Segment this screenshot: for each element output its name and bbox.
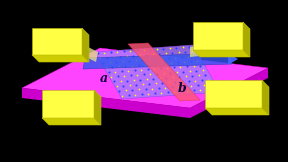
Polygon shape <box>128 43 200 101</box>
Polygon shape <box>83 53 232 69</box>
Polygon shape <box>193 50 250 57</box>
Polygon shape <box>95 45 220 99</box>
Polygon shape <box>32 55 89 62</box>
Polygon shape <box>228 53 238 65</box>
Polygon shape <box>22 68 268 118</box>
Polygon shape <box>32 28 82 55</box>
Polygon shape <box>76 42 98 62</box>
Text: a: a <box>100 72 108 85</box>
Polygon shape <box>243 22 250 57</box>
Text: b: b <box>178 82 187 95</box>
Polygon shape <box>42 118 101 125</box>
Polygon shape <box>94 90 101 125</box>
Polygon shape <box>42 90 94 118</box>
Polygon shape <box>205 108 269 115</box>
Polygon shape <box>262 80 269 115</box>
Polygon shape <box>193 22 243 50</box>
Polygon shape <box>205 80 262 108</box>
Polygon shape <box>22 48 268 108</box>
Polygon shape <box>190 42 242 57</box>
Polygon shape <box>82 28 89 62</box>
